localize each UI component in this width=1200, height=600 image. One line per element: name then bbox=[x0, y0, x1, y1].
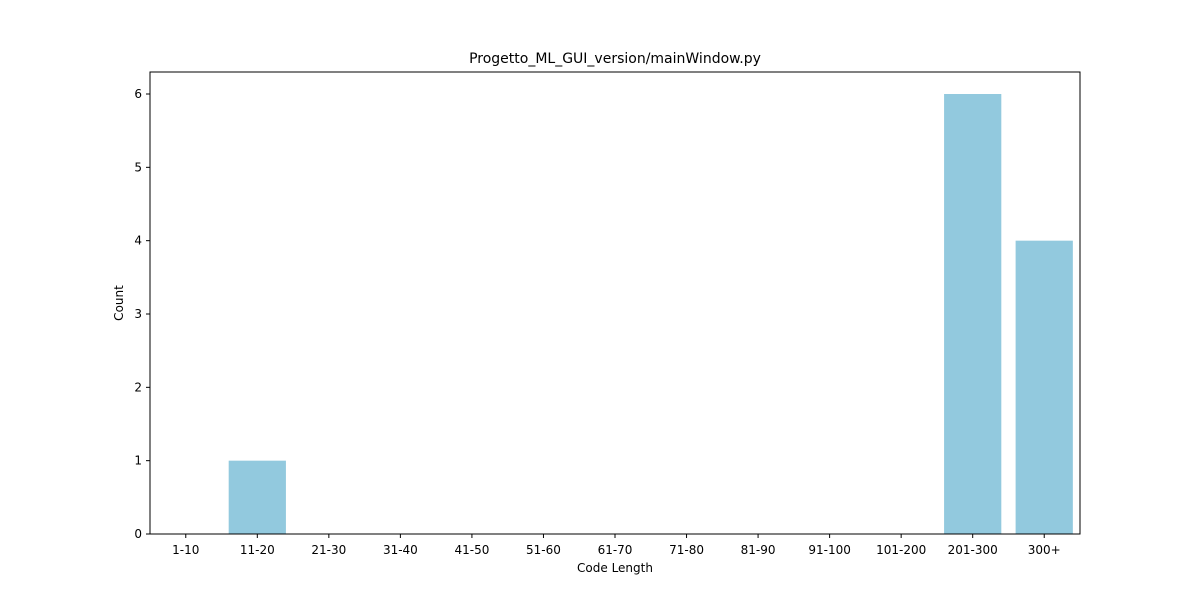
bar-300+ bbox=[1015, 240, 1073, 534]
x-tick-label: 11-20 bbox=[240, 543, 275, 557]
y-axis-label: Count bbox=[112, 285, 126, 321]
x-tick-label: 71-80 bbox=[669, 543, 704, 557]
y-tick-label: 3 bbox=[134, 307, 142, 321]
y-tick-label: 5 bbox=[134, 160, 142, 174]
x-tick-label: 61-70 bbox=[598, 543, 633, 557]
y-tick-label: 2 bbox=[134, 380, 142, 394]
x-tick-label: 1-10 bbox=[172, 543, 199, 557]
x-tick-label: 41-50 bbox=[454, 543, 489, 557]
bar-201-300 bbox=[944, 94, 1002, 534]
y-tick-label: 0 bbox=[134, 527, 142, 541]
bar-11-20 bbox=[228, 460, 286, 534]
plot-frame bbox=[149, 71, 1081, 535]
y-axis-ticks: 0 1 2 3 4 5 6 bbox=[134, 87, 150, 541]
x-axis-label: Code Length bbox=[577, 561, 653, 575]
x-tick-label: 91-100 bbox=[808, 543, 851, 557]
bars-group bbox=[228, 94, 1073, 534]
x-tick-label: 51-60 bbox=[526, 543, 561, 557]
y-tick-label: 6 bbox=[134, 87, 142, 101]
y-tick-label: 1 bbox=[134, 454, 142, 468]
x-tick-label: 201-300 bbox=[948, 543, 998, 557]
x-tick-label: 21-30 bbox=[311, 543, 346, 557]
chart-title: Progetto_ML_GUI_version/mainWindow.py bbox=[469, 51, 761, 67]
x-tick-label: 81-90 bbox=[741, 543, 776, 557]
y-tick-label: 4 bbox=[134, 234, 142, 248]
x-tick-label: 31-40 bbox=[383, 543, 418, 557]
x-tick-label: 101-200 bbox=[876, 543, 926, 557]
x-axis-ticks: 1-10 11-20 21-30 31-40 41-50 51-60 61-70 71-80 8… bbox=[172, 534, 1061, 557]
x-tick-label: 300+ bbox=[1028, 543, 1061, 557]
